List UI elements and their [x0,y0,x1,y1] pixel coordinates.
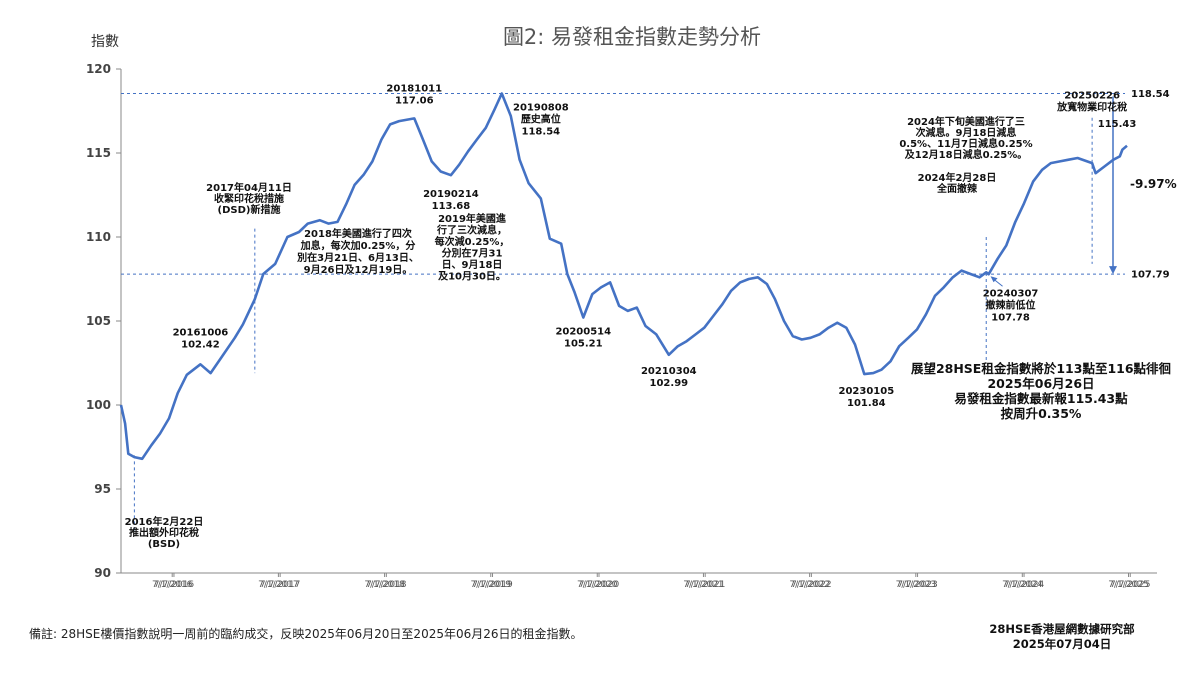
reference-label: 107.79 [1131,270,1170,281]
x-tick-label: 7/1/2017 [258,580,298,590]
x-tick-label: 7/7/2023 [897,580,937,590]
footer-note: 備註: 28HSE樓價指數說明一周前的臨約成交，反映2025年06月20日至20… [29,626,583,641]
chart-title: 圖2: 易發租金指數走勢分析 [503,25,761,49]
x-tick-label: 7/7/2022 [791,580,831,590]
outlook-text: 展望28HSE租金指數將於113點至116點徘徊 2025年06月26日易發租金指… [911,361,1171,421]
y-tick-label: 90 [94,566,111,580]
point-annotation: 20181011 117.06 [386,83,442,106]
point-annotation: 20190808 歷史高位 118.54 [513,103,569,138]
series-layer [119,92,1128,461]
point-annotation: 20250226 放寬物業印花稅 [1056,91,1127,114]
x-tick-label: 7/7/2017 [260,580,300,590]
y-tick-label: 105 [86,314,111,328]
low-pointer-head [990,276,998,283]
x-tick-label: 7/1/2024 [1002,580,1043,590]
x-tick-label: 7/1/2019 [471,580,512,590]
y-axis-label: 指數 [91,34,119,50]
event-note: 2016年2月22日推出額外印花稅(BSD) [125,515,204,550]
credit-date: 2025年07月04日 [1013,637,1112,651]
y-tick-labels: 90 95 100 105 110 115 120 [86,62,121,580]
point-annotation: 20210304 102.99 [641,366,697,389]
point-annotation: 115.43 [1098,119,1137,130]
event-note: 2017年04月11日收緊印花稅措施(DSD)新措施 [206,181,292,216]
outlook-block: 展望28HSE租金指數將於113點至116點徘徊 2025年06月26日易發租金指… [911,361,1171,421]
x-tick-label: 7/1/2023 [896,580,936,590]
point-annotation: 20161006 102.42 [173,327,229,350]
x-tick-label: 7/7/2025 [1110,580,1150,590]
x-tick-label: 7/1/2020 [577,580,618,590]
y-tick-label: 115 [86,146,111,160]
x-tick-label: 7/7/2016 [154,580,195,590]
x-tick-label: 7/1/2018 [364,580,405,590]
y-tick-label: 120 [86,62,111,76]
x-tick-label: 7/7/2019 [472,580,513,590]
reference-label: 118.54 [1131,89,1170,100]
change-arrow-head [1109,266,1117,275]
event-note: 2024年下旬美國進行了三次減息。9月18日減息 0.5%、11月7日減息0.25… [899,115,1032,161]
point-annotation: 20190214 113.68 [423,189,479,212]
point-annotation: 20230105 101.84 [838,386,894,409]
x-tick-label: 7/7/2020 [579,580,620,590]
y-tick-label: 95 [94,482,111,496]
x-tick-label: 7/7/2018 [366,580,407,590]
point-annotation: 20200514 105.21 [555,326,611,349]
event-note: 2024年2月28日全面撤辣 [918,171,997,195]
x-tick-label: 7/1/2025 [1108,580,1148,590]
change-percent-label: -9.97% [1130,177,1177,191]
x-tick-label: 7/1/2021 [683,580,723,590]
point-annotations: 20161006 102.42 20181011 117.06 20190214 113.… [173,83,1137,409]
event-note: 2019年美國進行了三次減息，每次減0.25%，分別在7月31 日、9月18日及1… [435,212,510,283]
x-tick-label: 7/1/2022 [789,580,829,590]
credit-organization: 28HSE香港屋網數據研究部 [989,622,1135,636]
point-annotation: 20240307 撤辣前低位 107.78 [983,288,1039,323]
event-note: 2018年美國進行了四次加息，每次加0.25%，分別在3月21日、6月13日、 9… [296,227,419,276]
y-tick-label: 110 [86,230,111,244]
series-line [119,92,1128,461]
x-tick-label: 7/7/2021 [685,580,725,590]
y-tick-label: 100 [86,398,111,412]
event-notes: 2016年2月22日推出額外印花稅(BSD) 2017年04月11日收緊印花稅措施… [125,115,1033,550]
x-tick-label: 7/7/2024 [1004,580,1045,590]
x-tick-label: 7/1/2016 [152,580,193,590]
